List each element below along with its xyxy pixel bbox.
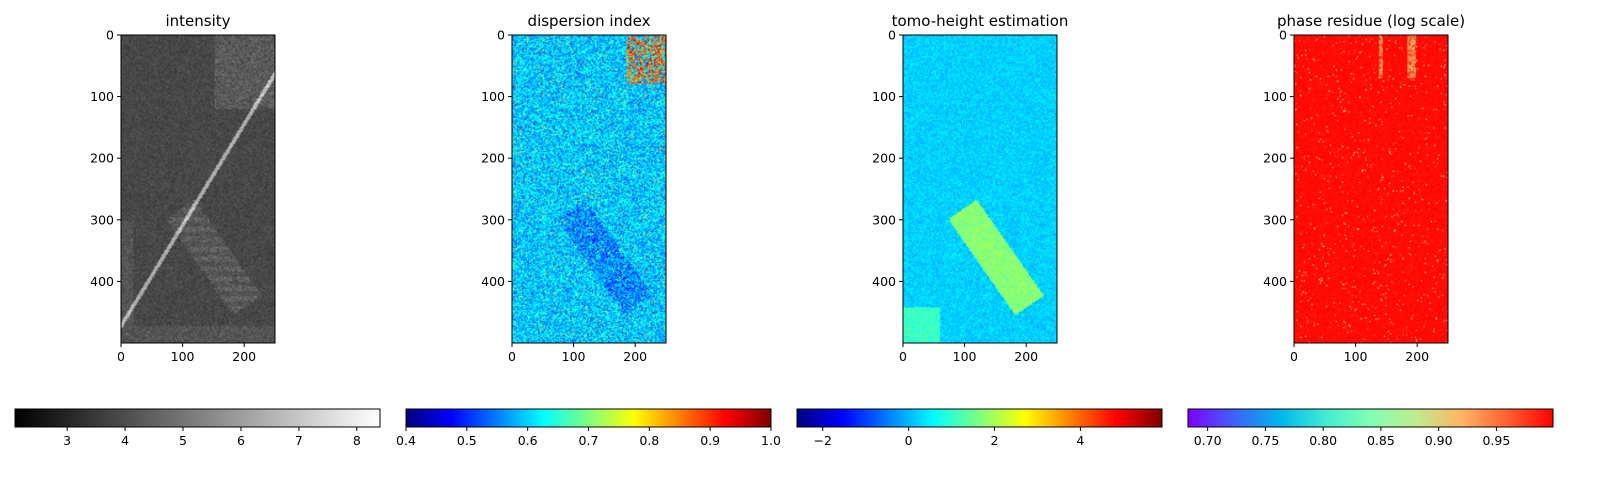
colorbar-gradient [15, 409, 380, 427]
colorbar-tick-label: 2 [991, 433, 999, 448]
panel-title: phase residue (log scale) [1277, 12, 1465, 30]
y-tick-label: 0 [497, 28, 505, 43]
x-tick-label: 200 [1014, 349, 1038, 364]
y-tick-label: 0 [1279, 28, 1287, 43]
colorbar: 0.70 0.75 0.80 0.85 0.90 0.95 [1187, 408, 1554, 448]
colorbar-frame [1187, 408, 1554, 428]
axes-frame [1293, 34, 1449, 344]
panel-title: tomo-height estimation [892, 12, 1069, 30]
axes-frame [902, 34, 1058, 344]
colorbar-tick-label: 0.75 [1251, 433, 1279, 448]
y-tick-label: 400 [90, 274, 114, 289]
y-tick-label: 400 [481, 274, 505, 289]
y-tick-label: 100 [1263, 89, 1287, 104]
colorbar-tick-label: 0.5 [457, 433, 477, 448]
colorbar-tick-label: 0.90 [1425, 433, 1453, 448]
y-tick-label: 300 [481, 212, 505, 227]
colorbar-tick-label: 0.9 [700, 433, 720, 448]
x-tick-label: 100 [1344, 349, 1368, 364]
colorbar-tick-label: 7 [295, 433, 303, 448]
colorbar-gradient [797, 409, 1162, 427]
y-tick-label: 200 [872, 151, 896, 166]
panel-title: intensity [165, 12, 230, 30]
colorbar-tick-label: 5 [179, 433, 187, 448]
x-tick-label: 0 [899, 349, 907, 364]
x-tick-label: 0 [508, 349, 516, 364]
axes-frame [120, 34, 276, 344]
y-tick-label: 0 [106, 28, 114, 43]
panel-title: dispersion index [528, 12, 651, 30]
colorbar-frame [796, 408, 1163, 428]
colorbar-tick-label: 0.4 [396, 433, 416, 448]
colorbar-tick-label: 0.8 [639, 433, 659, 448]
x-tick-label: 0 [117, 349, 125, 364]
colorbar-tick-label: 0 [905, 433, 913, 448]
colorbar-tick-label: 0.85 [1367, 433, 1395, 448]
x-tick-label: 200 [623, 349, 647, 364]
colorbar-tick-label: 3 [63, 433, 71, 448]
y-tick-label: 100 [872, 89, 896, 104]
y-tick-label: 300 [872, 212, 896, 227]
heatmap-image [1294, 35, 1448, 343]
colorbar-tick-label: 0.80 [1309, 433, 1337, 448]
colorbar-tick-label: −2 [814, 433, 832, 448]
y-tick-label: 400 [872, 274, 896, 289]
axes-frame [511, 34, 667, 344]
panel-1: intensity 0 100 200 300 400 0 100 200 [90, 12, 276, 364]
colorbar-tick-label: 4 [121, 433, 129, 448]
x-tick-label: 100 [171, 349, 195, 364]
y-tick-label: 100 [481, 89, 505, 104]
x-tick-label: 100 [953, 349, 977, 364]
colorbar-gradient [406, 409, 771, 427]
colorbar-frame [14, 408, 381, 428]
colorbar-tick-label: 4 [1076, 433, 1084, 448]
colorbar: 3 4 5 6 7 8 [14, 408, 381, 448]
colorbar-tick-label: 1.0 [761, 433, 781, 448]
colorbar: −2 0 2 4 [796, 408, 1163, 448]
heatmap-image [903, 35, 1057, 343]
x-tick-label: 200 [1405, 349, 1429, 364]
x-tick-label: 200 [232, 349, 256, 364]
y-tick-label: 200 [481, 151, 505, 166]
colorbar-tick-label: 8 [353, 433, 361, 448]
heatmap-image [512, 35, 666, 343]
heatmap-image [121, 35, 275, 343]
y-tick-label: 300 [1263, 212, 1287, 227]
y-tick-label: 300 [90, 212, 114, 227]
x-tick-label: 100 [562, 349, 586, 364]
colorbar-gradient [1188, 409, 1553, 427]
colorbar: 0.4 0.5 0.6 0.7 0.8 0.9 1.0 [396, 408, 781, 448]
y-tick-label: 400 [1263, 274, 1287, 289]
colorbar-tick-label: 0.6 [518, 433, 538, 448]
y-tick-label: 200 [1263, 151, 1287, 166]
colorbar-tick-label: 0.7 [579, 433, 599, 448]
y-tick-label: 100 [90, 89, 114, 104]
colorbar-tick-label: 6 [237, 433, 245, 448]
colorbar-tick-label: 0.70 [1194, 433, 1222, 448]
colorbar-tick-label: 0.95 [1482, 433, 1510, 448]
y-tick-label: 200 [90, 151, 114, 166]
x-tick-label: 0 [1290, 349, 1298, 364]
y-tick-label: 0 [888, 28, 896, 43]
panel-2: dispersion index 0 100 200 300 400 0 100 200 [481, 12, 667, 364]
